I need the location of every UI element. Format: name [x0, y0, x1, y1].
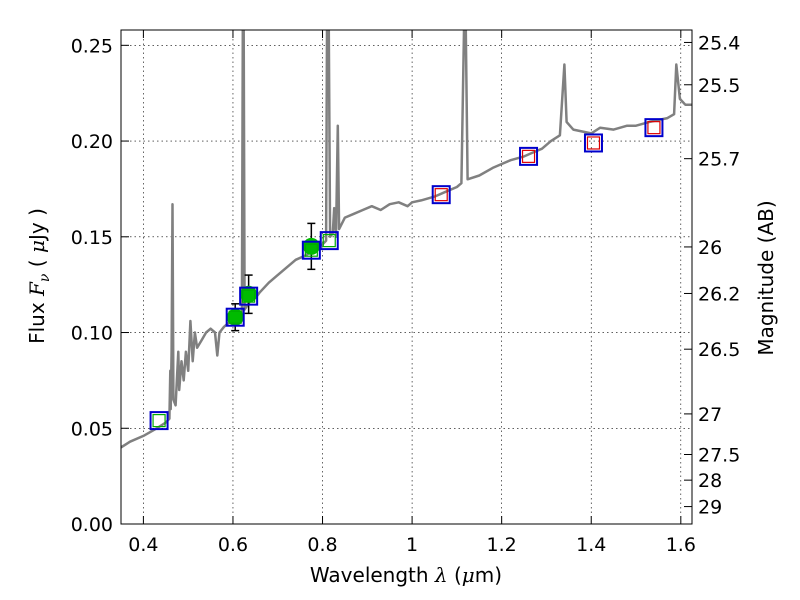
model-flux-box-ir-inner — [521, 149, 536, 163]
y-axis-label: Flux Fν ( μJy ) — [25, 208, 53, 344]
x-tick-label: 0.4 — [128, 534, 158, 556]
magnitude-axis: 25.4 25.5 25.7 26 26.2 26.5 27 27.5 28 29 — [684, 32, 740, 519]
x-tick-label: 0.6 — [218, 534, 248, 556]
x-tick-label: 1 — [406, 534, 418, 556]
model-flux-box-inner — [304, 243, 318, 257]
x-axis-label: Wavelength λ (μm) — [310, 563, 502, 587]
model-flux-box-ir — [519, 146, 539, 166]
y-tick-label: 0.15 — [71, 227, 113, 249]
x-tick-label: 0.8 — [307, 534, 337, 556]
x-tick-label: 1.6 — [666, 534, 696, 556]
magnitude-tick-label: 27 — [698, 404, 722, 426]
model-flux-box — [239, 286, 259, 306]
y-tick-label: 0.05 — [71, 418, 113, 440]
magnitude-tick-label: 29 — [698, 497, 722, 519]
spectrum-layer — [121, 30, 692, 449]
magnitude-tick-label: 26 — [698, 237, 722, 259]
x-tick-label: 1.4 — [576, 534, 606, 556]
model-flux-box — [149, 411, 169, 431]
model-flux-box-ir — [583, 133, 603, 153]
model-flux-box — [301, 240, 321, 260]
gridlines — [121, 30, 692, 525]
model-flux-box — [225, 307, 245, 327]
x-axis: 0.4 0.6 0.8 1 1.2 1.4 1.6 — [128, 30, 696, 556]
model-points-layer — [149, 118, 664, 431]
magnitude-tick-label: 25.5 — [698, 75, 740, 97]
model-flux-box-inner — [322, 234, 336, 248]
model-flux-box-ir — [431, 185, 451, 205]
model-flux-box — [319, 231, 339, 251]
y-axis: 0.00 0.05 0.10 0.15 0.20 0.25 — [71, 35, 129, 536]
magnitude-tick-label: 25.7 — [698, 149, 740, 171]
y-tick-label: 0.25 — [71, 35, 113, 57]
magnitude-tick-label: 27.5 — [698, 444, 740, 466]
observed-flux-point — [226, 308, 244, 326]
model-flux-box-ir — [644, 118, 664, 138]
model-flux-box-ir-inner — [434, 188, 448, 202]
model-spectrum-line — [121, 30, 692, 449]
x-tick-label: 1.2 — [487, 534, 517, 556]
plot-frame — [120, 29, 693, 525]
y-tick-label: 0.20 — [71, 131, 113, 153]
magnitude-tick-label: 26.5 — [698, 339, 740, 361]
magnitude-tick-label: 28 — [698, 470, 722, 492]
model-flux-box-inner — [152, 414, 166, 428]
model-flux-box-ir-inner — [647, 121, 661, 135]
magnitude-tick-label: 25.4 — [698, 32, 740, 54]
model-flux-box-inner — [228, 310, 242, 324]
model-flux-box-inner — [242, 289, 256, 303]
magnitude-tick-label: 26.2 — [698, 283, 740, 305]
y-tick-label: 0.00 — [71, 514, 113, 536]
y-tick-label: 0.10 — [71, 323, 113, 345]
model-flux-box-ir-inner — [586, 136, 601, 150]
magnitude-axis-label: Magnitude (AB) — [754, 200, 778, 355]
